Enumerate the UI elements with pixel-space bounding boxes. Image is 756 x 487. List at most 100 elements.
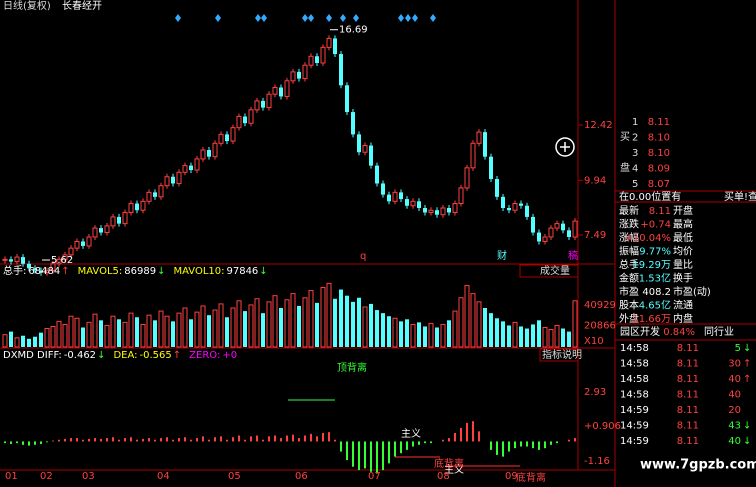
order-book-side: 盘 (620, 161, 630, 174)
candle (182, 165, 188, 173)
volume-bar (381, 313, 385, 347)
notice-link[interactable]: 买单!查看 (724, 190, 756, 203)
volume-bar (561, 328, 565, 347)
candle (171, 176, 175, 184)
volume-bar (483, 308, 487, 347)
candle (243, 116, 247, 124)
volume-bar (200, 305, 206, 348)
quote-label: 最新 (619, 204, 639, 217)
macd-annotation: 主义 (401, 428, 421, 440)
macd-header-label: DEA: (113, 350, 137, 361)
volume-bar (495, 318, 499, 347)
trade-volume: 40 (728, 374, 741, 385)
volume-bar (117, 319, 121, 347)
quote-label: 振幅 (619, 245, 639, 258)
quote-label: 涨幅 (619, 231, 639, 244)
quote-label: 流通 (673, 299, 693, 312)
trade-direction: ↑ (743, 359, 751, 370)
y-tick-label: +0.906 (584, 421, 621, 432)
candle (572, 220, 578, 238)
trade-time: 14:58 (620, 359, 649, 370)
order-price: 8.09 (648, 164, 670, 175)
volume-bar (212, 309, 218, 348)
candle (320, 46, 326, 64)
y-tick-label: 7.49 (584, 230, 606, 241)
candle (212, 142, 218, 158)
volume-bar (290, 293, 296, 348)
volume-button[interactable] (519, 264, 579, 278)
quote-label: 涨跌 (619, 218, 639, 231)
candle (417, 201, 421, 209)
high-label: 16.69 (339, 25, 368, 36)
trade-volume: 40 (728, 436, 741, 447)
trade-price: 8.11 (677, 405, 699, 416)
quote-value: 4.65亿 (639, 299, 671, 312)
trade-time: 14:58 (620, 343, 649, 354)
volume-bar (512, 321, 518, 348)
x-tick-label: 07 (368, 471, 381, 482)
quote-label: 股本 (619, 299, 639, 312)
candle (236, 116, 242, 129)
volume-bar (122, 321, 128, 348)
candle (21, 257, 25, 264)
volume-bar (326, 282, 332, 348)
candle (81, 241, 85, 246)
volume-bar (464, 284, 470, 348)
sector-button[interactable]: 同行业 (704, 325, 734, 338)
trade-direction: ↓ (743, 343, 751, 354)
volume-bar (68, 315, 74, 348)
candle (122, 211, 128, 225)
volume-bar (248, 304, 254, 348)
candle (345, 85, 349, 113)
quote-label: 最低 (673, 231, 693, 244)
x-tick-label: 01 (5, 471, 18, 482)
zoom-icon[interactable] (555, 137, 575, 157)
volume-bar (284, 299, 290, 348)
candle (447, 208, 451, 213)
candle (14, 256, 20, 263)
candle (351, 112, 355, 135)
quote-label: 最高 (673, 218, 693, 231)
volume-bar (447, 320, 451, 347)
candle (117, 216, 121, 224)
candle (218, 133, 224, 144)
candle (531, 216, 535, 233)
volume-bar (14, 337, 20, 348)
volume-bar (176, 312, 182, 348)
event-marker: 稿 (568, 249, 578, 262)
volume-bar (375, 310, 379, 347)
volume-header-value: 97846 (226, 266, 258, 277)
candle (248, 109, 254, 124)
y-tick-label: 2.93 (584, 387, 606, 398)
candle (423, 208, 427, 213)
candle (302, 64, 308, 80)
volume-bar (428, 322, 434, 348)
candle (189, 165, 193, 171)
volume-bar (230, 307, 236, 348)
order-price: 8.10 (648, 133, 670, 144)
event-marker: q (360, 251, 366, 262)
volume-button-label: 成交量 (540, 264, 570, 277)
candle (158, 185, 164, 198)
volume-bar (440, 323, 446, 348)
volume-header-arrow: ↑ (61, 266, 69, 277)
volume-bar (458, 297, 464, 348)
order-price: 8.11 (648, 117, 670, 128)
trade-time: 14:58 (620, 374, 649, 385)
order-level: 4 (632, 164, 638, 175)
trade-price: 8.11 (677, 390, 699, 401)
volume-bar (405, 319, 409, 347)
macd-header-label: DXMD DIFF: (3, 350, 62, 361)
macd-annotation: 主义 (444, 464, 464, 476)
macd-button[interactable] (539, 348, 579, 362)
volume-bar (315, 302, 319, 347)
candle (399, 192, 403, 200)
order-level: 2 (632, 133, 638, 144)
trade-price: 8.11 (677, 436, 699, 447)
order-level: 1 (632, 117, 638, 128)
quote-label: 内盘 (673, 312, 693, 325)
volume-bar (153, 320, 157, 347)
candle (225, 134, 229, 142)
